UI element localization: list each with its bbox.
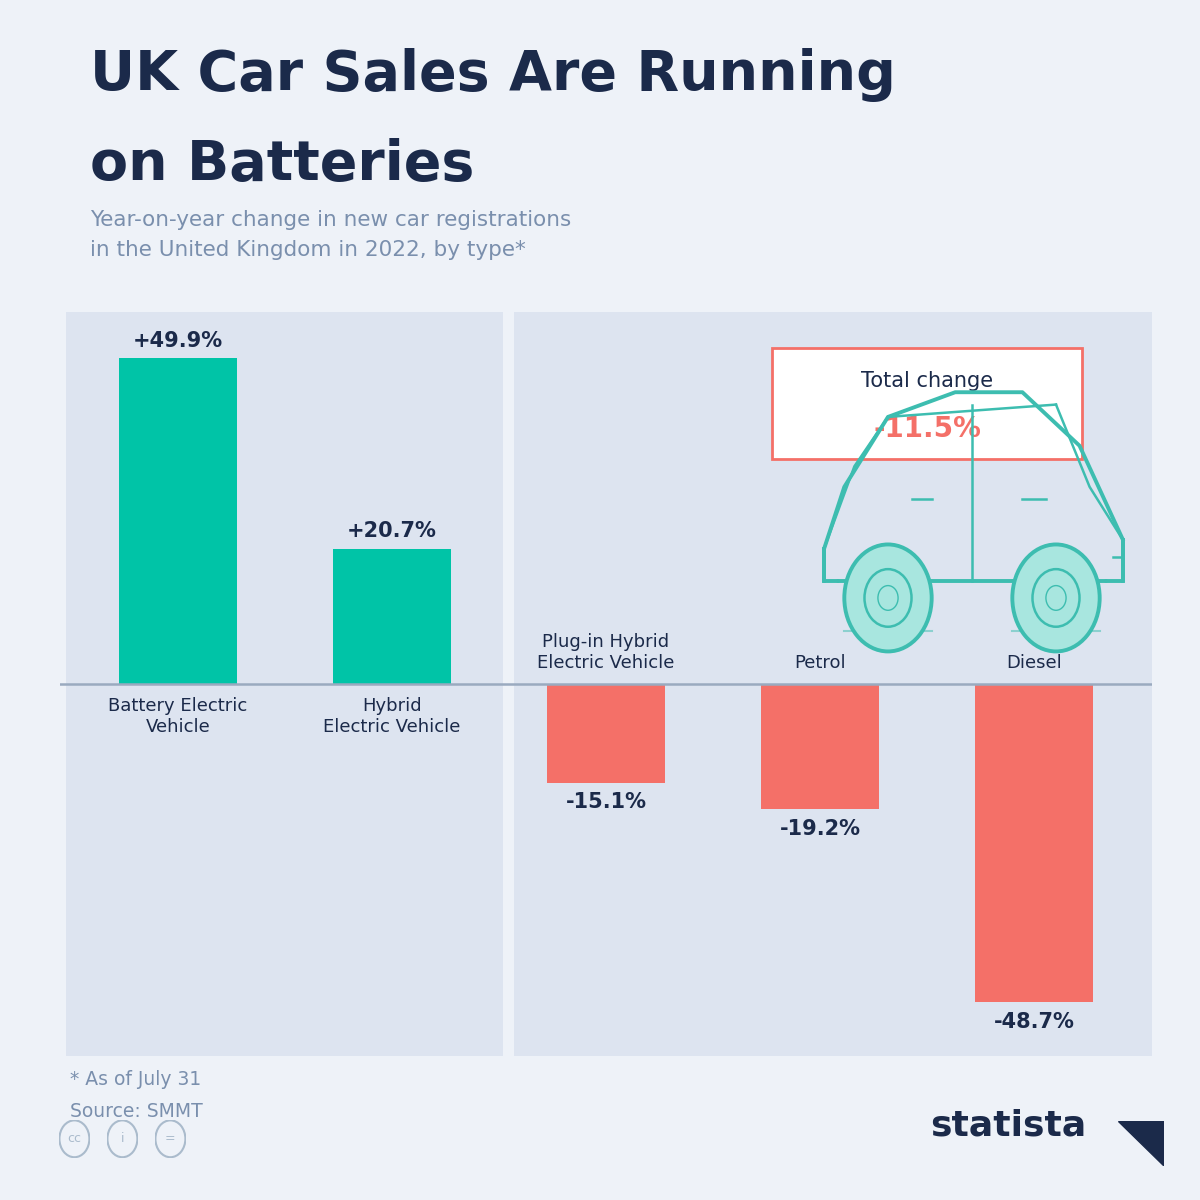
Text: -15.1%: -15.1% — [565, 792, 647, 812]
Bar — [761, 684, 880, 809]
Bar — [976, 684, 1093, 1002]
Text: Hybrid
Electric Vehicle: Hybrid Electric Vehicle — [323, 697, 461, 736]
Text: UK Car Sales Are Running: UK Car Sales Are Running — [90, 48, 896, 102]
Text: Battery Electric
Vehicle: Battery Electric Vehicle — [108, 697, 247, 736]
Polygon shape — [1118, 1121, 1164, 1166]
Circle shape — [845, 545, 931, 652]
Text: Year-on-year change in new car registrations
in the United Kingdom in 2022, by t: Year-on-year change in new car registrat… — [90, 210, 571, 259]
Text: Petrol: Petrol — [794, 654, 846, 672]
Text: Total change: Total change — [862, 371, 994, 390]
Circle shape — [1013, 545, 1099, 652]
Circle shape — [1032, 569, 1080, 626]
Bar — [119, 359, 236, 684]
Text: -48.7%: -48.7% — [994, 1012, 1075, 1032]
Bar — [334, 548, 451, 684]
Text: +20.7%: +20.7% — [347, 521, 437, 541]
Circle shape — [1046, 586, 1066, 611]
Text: statista: statista — [930, 1109, 1086, 1142]
Text: -19.2%: -19.2% — [780, 820, 860, 839]
Bar — [547, 684, 665, 782]
Text: Source: SMMT: Source: SMMT — [70, 1102, 203, 1121]
Bar — [66, 312, 503, 1056]
Circle shape — [878, 586, 898, 611]
Text: * As of July 31: * As of July 31 — [70, 1070, 200, 1090]
Text: Diesel: Diesel — [1007, 654, 1062, 672]
Text: i: i — [121, 1133, 124, 1145]
Text: -11.5%: -11.5% — [874, 415, 982, 444]
Text: +49.9%: +49.9% — [133, 330, 223, 350]
Text: on Batteries: on Batteries — [90, 138, 474, 192]
Circle shape — [864, 569, 912, 626]
Text: Plug-in Hybrid
Electric Vehicle: Plug-in Hybrid Electric Vehicle — [538, 634, 674, 672]
FancyBboxPatch shape — [772, 348, 1082, 460]
Text: =: = — [166, 1133, 175, 1145]
Text: cc: cc — [67, 1133, 82, 1145]
Bar — [514, 312, 1200, 1056]
